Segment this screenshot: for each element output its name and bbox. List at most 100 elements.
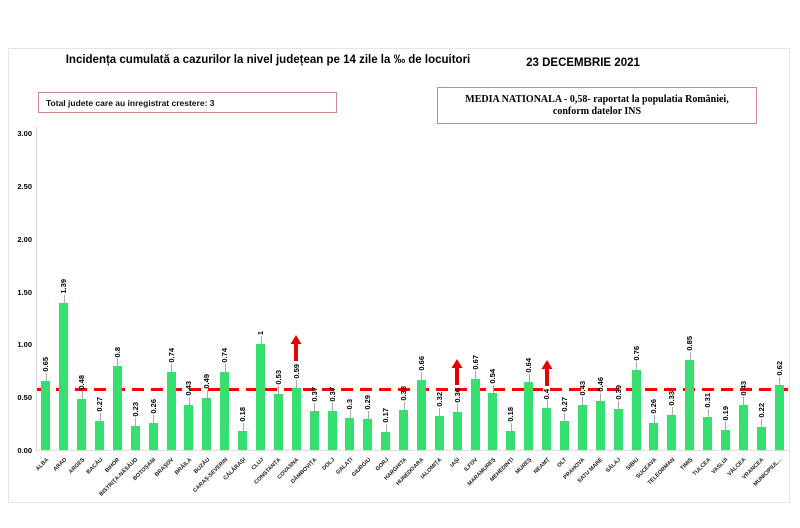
bar <box>685 360 695 450</box>
value-leader-line <box>367 411 369 420</box>
bar <box>309 410 319 450</box>
bar <box>649 422 659 450</box>
value-leader-line <box>385 424 387 433</box>
bar-value-label: 0.18 <box>238 406 248 422</box>
y-tick-label: 2.50 <box>17 182 32 191</box>
value-leader-line <box>761 418 763 427</box>
bar <box>130 425 140 450</box>
bar <box>613 408 623 450</box>
national-average-line2: conform datelor INS <box>552 105 642 117</box>
y-tick-label: 1.00 <box>17 340 32 350</box>
value-leader-line <box>332 402 334 411</box>
value-leader-line <box>743 396 745 405</box>
bar-value-label: 0.85 <box>685 336 695 351</box>
value-leader-line <box>99 413 101 422</box>
value-leader-line <box>439 408 441 417</box>
value-leader-line <box>117 357 119 366</box>
bar-value-label: 0.59 <box>291 363 301 379</box>
value-leader-line <box>260 336 262 345</box>
bar <box>577 404 587 450</box>
y-tick-label: 1.50 <box>17 287 32 297</box>
bar <box>470 379 480 450</box>
value-leader-line <box>689 352 691 361</box>
increase-arrow-icon <box>290 334 302 366</box>
value-leader-line <box>242 422 244 431</box>
y-tick-label: 0.00 <box>17 446 32 455</box>
bar-value-label: 0.74 <box>220 347 230 363</box>
bar <box>273 394 283 450</box>
bar <box>738 404 748 450</box>
bar-value-label: 0.33 <box>667 391 677 406</box>
bar <box>416 380 426 450</box>
bar-value-label: 0.64 <box>524 358 534 374</box>
bar-value-label: 0.36 <box>452 387 462 403</box>
bar-value-label: 0.37 <box>327 386 337 402</box>
value-leader-line <box>725 421 727 430</box>
value-leader-line <box>188 396 190 405</box>
bar-value-label: 0.39 <box>613 384 623 400</box>
bar <box>202 398 212 450</box>
bar-value-label: 0.26 <box>649 398 659 414</box>
bar <box>95 421 105 450</box>
bar-value-label: 0.66 <box>416 356 426 371</box>
bar <box>166 371 176 450</box>
bar-value-label: 0.17 <box>381 408 391 423</box>
bar <box>112 365 122 450</box>
bar-value-label: 0.43 <box>738 380 748 396</box>
bar-value-label: 0.29 <box>363 395 373 410</box>
bar-value-label: 0.22 <box>756 402 766 418</box>
growth-count-label: Total judete care au inregistrat crester… <box>46 97 215 108</box>
bar <box>381 432 391 450</box>
value-leader-line <box>81 391 83 400</box>
value-leader-line <box>582 396 584 405</box>
bar-value-label: 0.18 <box>506 406 516 422</box>
value-leader-line <box>349 410 351 419</box>
value-leader-line <box>421 372 423 381</box>
bar-value-label: 0.27 <box>95 397 105 413</box>
increase-arrow-icon <box>451 358 463 390</box>
bar <box>327 410 337 450</box>
value-leader-line <box>457 403 459 412</box>
bar-value-label: 0.23 <box>130 401 140 417</box>
bar <box>542 407 552 450</box>
value-leader-line <box>278 386 280 395</box>
bar <box>363 419 373 450</box>
bar <box>148 422 158 450</box>
y-tick-label: 2.00 <box>17 234 32 244</box>
report-date: 23 DECEMBRIE 2021 <box>526 57 640 69</box>
value-leader-line <box>475 371 477 380</box>
bar <box>77 399 87 450</box>
value-leader-line <box>224 363 226 372</box>
bar <box>291 387 301 450</box>
y-tick-label: 3.00 <box>17 129 32 139</box>
bar <box>184 404 194 450</box>
bar-value-label: 0.62 <box>774 360 784 376</box>
value-leader-line <box>153 414 155 423</box>
bar <box>774 384 784 450</box>
bar-value-label: 0.48 <box>77 375 87 390</box>
value-leader-line <box>403 401 405 410</box>
bar-value-label: 0.43 <box>577 380 587 396</box>
bar <box>720 429 730 450</box>
bar <box>434 416 444 450</box>
bar-value-label: 0.32 <box>434 392 444 407</box>
y-axis-line <box>36 126 37 452</box>
bar-value-label: 0.38 <box>399 385 409 401</box>
bar <box>703 417 713 450</box>
value-leader-line <box>510 422 512 431</box>
bar-value-label: 0.53 <box>273 370 283 385</box>
bar <box>524 382 534 450</box>
value-leader-line <box>546 399 548 408</box>
bar <box>345 418 355 450</box>
bar-value-label: 0.43 <box>184 380 194 396</box>
bar-value-label: 0.46 <box>595 377 605 393</box>
bar <box>452 411 462 450</box>
bar-value-label: 0.76 <box>631 345 641 361</box>
value-leader-line <box>636 361 637 370</box>
bar <box>238 430 248 450</box>
value-leader-line <box>618 400 620 409</box>
y-tick-label: 0.50 <box>17 393 32 403</box>
value-leader-line <box>206 390 208 399</box>
bar <box>756 426 766 450</box>
increase-arrow-icon <box>541 359 553 391</box>
